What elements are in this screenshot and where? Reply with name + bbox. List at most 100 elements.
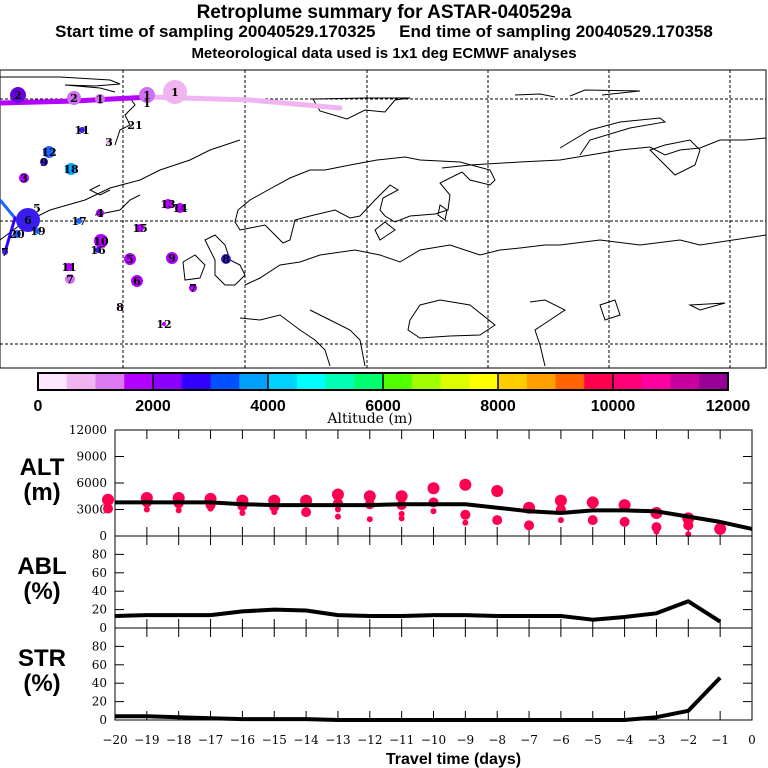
altitude-cluster-point — [587, 515, 598, 526]
y-tick-label: 0 — [99, 529, 107, 543]
cluster-circle — [221, 254, 231, 264]
colorbar-swatch — [210, 373, 240, 390]
colorbar-swatch — [526, 373, 556, 390]
cluster-circle — [96, 209, 104, 217]
colorbar-swatch — [354, 373, 384, 390]
colorbar-tick-label: 8000 — [480, 398, 516, 415]
altitude-cluster-point — [619, 516, 630, 527]
colorbar-tick-label: 2000 — [135, 398, 171, 415]
map-cluster-marker: 12 — [41, 146, 57, 159]
cluster-circle — [79, 127, 85, 133]
x-tick-label: −5 — [584, 733, 602, 747]
x-tick-label: −11 — [389, 733, 414, 747]
series-line-abl — [114, 599, 722, 624]
cluster-number: 9 — [168, 252, 176, 265]
colorbar-swatch — [153, 373, 183, 390]
altitude-cluster-point — [430, 508, 437, 515]
cluster-number: 16 — [90, 244, 106, 257]
colorbar-swatch — [584, 373, 614, 390]
cluster-circle — [118, 305, 122, 309]
y-tick-label: 60 — [92, 658, 107, 672]
colorbar-swatch — [613, 373, 643, 390]
cluster-number: 7 — [66, 273, 74, 286]
map-cluster-marker: 5 — [124, 253, 136, 266]
altitude-cluster-point — [103, 503, 113, 514]
y-tick-label: 20 — [92, 603, 107, 617]
cluster-circle — [65, 163, 77, 175]
colorbar-swatch — [641, 373, 671, 390]
meteorological-data-line: Meteorological data used is 1x1 deg ECMW… — [191, 45, 577, 62]
series-line-str — [115, 676, 722, 722]
y-tick-label: 6000 — [76, 476, 107, 490]
colorbar-swatch — [239, 373, 269, 390]
x-tick-label: −18 — [166, 733, 191, 747]
cluster-circle — [163, 199, 173, 209]
cluster-circle — [94, 234, 108, 248]
x-tick-label: −17 — [198, 733, 223, 747]
y-tick-label: 40 — [92, 584, 107, 598]
cluster-number: 12 — [41, 146, 56, 159]
cluster-circle — [67, 91, 81, 105]
altitude-cluster-point — [239, 510, 246, 517]
map-cluster-marker: 19 — [30, 225, 45, 238]
colorbar-swatch — [38, 373, 68, 390]
cluster-number: 5 — [33, 202, 41, 215]
altitude-cluster-point — [459, 478, 472, 491]
altitude-cluster-point — [207, 505, 214, 512]
colorbar-tick-label: 6000 — [365, 398, 401, 415]
map-cluster-marker: 3 — [105, 136, 113, 149]
cluster-number: 7 — [189, 282, 197, 295]
x-tick-label: 0 — [748, 733, 756, 747]
y-tick-label: 0 — [99, 621, 107, 635]
x-tick-label: −9 — [456, 733, 474, 747]
altitude-cluster-point — [334, 513, 341, 520]
map-cluster-marker: 9 — [166, 252, 178, 265]
y-tick-label: 12000 — [69, 423, 107, 437]
map-cluster-marker: 14 — [172, 202, 188, 215]
cluster-circle — [13, 230, 21, 238]
cluster-number: 7 — [1, 246, 9, 259]
cluster-circle — [65, 263, 73, 271]
map-cluster-marker: 1 — [95, 93, 105, 106]
colorbar-swatch — [66, 373, 96, 390]
cluster-circle — [106, 139, 112, 145]
altitude-cluster-point — [462, 519, 469, 526]
cluster-circle — [95, 247, 101, 253]
panel-abl: 0 20 40 60 80 ABL(%) — [17, 535, 753, 635]
map-cluster-marker: 9 — [40, 156, 48, 169]
cluster-number: 2 — [70, 92, 78, 105]
x-tick-label: −15 — [262, 733, 287, 747]
cluster-circle — [95, 94, 105, 104]
cluster-number: 12 — [156, 318, 171, 331]
altitude-cluster-point — [683, 520, 694, 531]
map-cluster-marker: 11 — [74, 124, 89, 137]
colorbar-tick-label: 12000 — [706, 398, 751, 415]
cluster-number: 2 — [14, 89, 22, 102]
cluster-circle — [175, 203, 185, 213]
trajectory-line — [3, 216, 17, 254]
x-tick-label: −6 — [552, 733, 570, 747]
cluster-number: 3 — [105, 136, 113, 149]
y-tick-label: 0 — [99, 713, 107, 727]
colorbar-title: Altitude (m) — [326, 411, 412, 427]
x-tick-label: −16 — [230, 733, 255, 747]
map-cluster-marker: 16 — [90, 244, 106, 257]
panel-frame — [114, 627, 753, 721]
x-tick-label: −20 — [102, 733, 127, 747]
altitude-cluster-point — [524, 520, 535, 531]
map-cluster-marker: 6 — [16, 208, 40, 232]
altitude-cluster-point — [491, 484, 504, 497]
map-cluster-marker: 11 — [61, 261, 76, 274]
cluster-circle — [124, 253, 136, 265]
panel-label: STR — [18, 645, 66, 672]
colorbar-swatch — [440, 373, 470, 390]
map-cluster-marker: 12 — [156, 318, 171, 331]
panel-unit-label: (m) — [23, 479, 60, 506]
x-tick-label: −12 — [357, 733, 382, 747]
map-cluster-marker: 7 — [189, 282, 197, 295]
map-cluster-marker: 10 — [93, 234, 109, 248]
map-cluster-marker: 8 — [116, 301, 124, 314]
cluster-number: 14 — [172, 202, 188, 215]
